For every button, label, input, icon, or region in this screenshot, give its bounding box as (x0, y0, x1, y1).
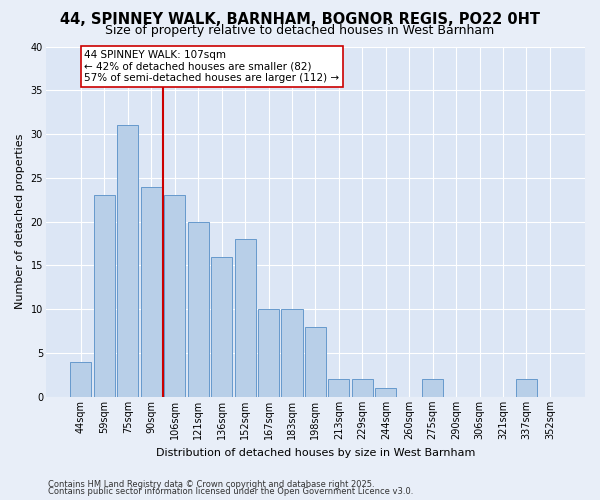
Bar (140, 186, 162, 397)
X-axis label: Distribution of detached houses by size in West Barnham: Distribution of detached houses by size … (156, 448, 475, 458)
Bar (94, 196, 115, 397)
Bar (305, 327, 326, 397)
Bar (258, 310, 279, 397)
Text: Contains public sector information licensed under the Open Government Licence v3: Contains public sector information licen… (48, 487, 413, 496)
Y-axis label: Number of detached properties: Number of detached properties (15, 134, 25, 310)
Bar (352, 380, 373, 397)
Bar (281, 310, 302, 397)
Bar (70, 362, 91, 397)
Text: 44, SPINNEY WALK, BARNHAM, BOGNOR REGIS, PO22 0HT: 44, SPINNEY WALK, BARNHAM, BOGNOR REGIS,… (60, 12, 540, 28)
Text: Size of property relative to detached houses in West Barnham: Size of property relative to detached ho… (106, 24, 494, 37)
Text: 44 SPINNEY WALK: 107sqm
← 42% of detached houses are smaller (82)
57% of semi-de: 44 SPINNEY WALK: 107sqm ← 42% of detache… (85, 50, 340, 83)
Bar (516, 380, 537, 397)
Bar (164, 196, 185, 397)
Bar (422, 380, 443, 397)
Bar (211, 256, 232, 397)
Bar (235, 239, 256, 397)
Bar (188, 222, 209, 397)
Bar (117, 126, 139, 397)
Text: Contains HM Land Registry data © Crown copyright and database right 2025.: Contains HM Land Registry data © Crown c… (48, 480, 374, 489)
Bar (375, 388, 397, 397)
Bar (328, 380, 349, 397)
